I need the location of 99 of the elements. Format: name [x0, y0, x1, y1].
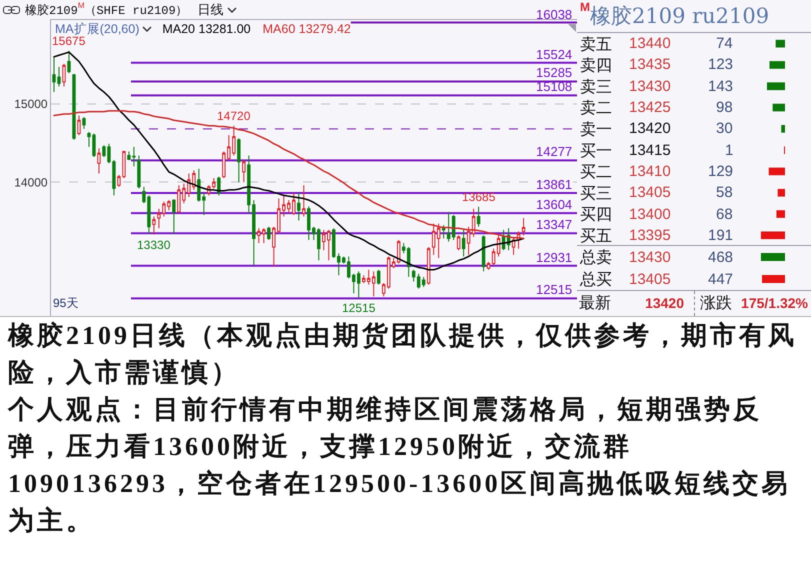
text: 13420: [629, 120, 671, 137]
annotation: MA扩展(20,60): [55, 20, 140, 36]
ref-line-label: 13347: [536, 217, 572, 232]
text: 13420: [645, 295, 684, 311]
y-tick-label: 卖三: [580, 76, 612, 96]
y-tick-label: 买一: [580, 140, 612, 160]
ref-line-label: 15524: [536, 47, 572, 62]
candlestick: [77, 115, 81, 136]
bar: [760, 232, 785, 240]
candlestick: [442, 224, 446, 239]
data-label: 74: [716, 35, 733, 52]
ref-line-label: 13861: [536, 177, 572, 192]
text: 13430: [629, 78, 671, 95]
bar: [772, 104, 785, 112]
annotation: 95天: [53, 296, 78, 310]
text: 13405: [629, 271, 671, 288]
text: 13400: [629, 206, 671, 223]
data-label: 447: [708, 271, 734, 288]
line-series: [53, 51, 524, 271]
candlestick: [137, 154, 141, 189]
chart-title: $^{M}$橡胶2109 ru2109: [577, 0, 811, 33]
candlestick: [426, 246, 430, 286]
text: 橡胶2109日线（本观点由期货团队提供，仅供参考，期市有风险，入市需谨慎）: [8, 320, 798, 389]
data-label: 129: [708, 163, 734, 180]
data-label: 468: [708, 249, 734, 266]
y-tick-label: 14000: [14, 175, 48, 190]
data-label: 191: [708, 227, 734, 244]
candlestick: [456, 234, 460, 251]
bar: [766, 82, 785, 90]
text: MA60 13279.42: [262, 22, 351, 36]
y-tick-label: 15000: [14, 96, 48, 111]
bar: [776, 40, 785, 48]
annotation: 15675: [52, 34, 86, 48]
text: 13425: [629, 99, 671, 116]
y-tick-label: 买五: [580, 226, 612, 245]
candlestick: [67, 50, 71, 74]
y-tick-label: 卖一: [580, 119, 612, 138]
annotation: 14720: [217, 109, 251, 123]
y-tick-label: 总买: [579, 270, 612, 289]
text: 13410: [629, 163, 671, 180]
y-tick-label: 买三: [580, 183, 612, 202]
text: 日线: [198, 2, 224, 19]
candlestick: [376, 269, 380, 286]
candlestick: [522, 218, 526, 236]
text: 最新: [579, 293, 611, 314]
chart-title: 橡胶2109$^{M}$（SHFE ru2109）: [25, 0, 188, 18]
candlestick: [152, 216, 156, 236]
text: 个人观点：目前行情有中期维持区间震荡格局，短期强势反弹，压力看13600附近，支撑12950附近，交流群1090136293，空仓者在129500-13600区间高抛低吸短线交易为主。: [8, 394, 792, 537]
candlestick: [482, 234, 486, 272]
text: 涨跌: [700, 293, 732, 314]
text: MA20 13281.00: [162, 22, 251, 36]
y-tick-label: 买四: [580, 204, 612, 224]
bar: [778, 188, 785, 197]
ref-line-label: 12515: [536, 282, 572, 297]
candlestick: [297, 192, 300, 221]
data-label: 1: [725, 142, 734, 159]
text: 13405: [629, 184, 671, 201]
ref-line-label: 14277: [536, 144, 572, 159]
text: 13435: [629, 56, 671, 73]
data-label: 123: [708, 56, 734, 73]
bar: [776, 210, 785, 218]
candlestick: [267, 226, 271, 241]
candlestick: [462, 229, 466, 257]
text: 13395: [629, 227, 671, 244]
annotation: 13685: [462, 190, 496, 204]
candlestick: [97, 148, 101, 174]
data-label: 98: [716, 99, 733, 116]
candlestick: [57, 66, 61, 88]
text: 175/1.32%: [741, 295, 808, 311]
y-tick-label: 总卖: [579, 248, 612, 267]
ref-line-label: 15285: [536, 65, 572, 80]
y-tick-label: 卖二: [580, 98, 612, 118]
ref-line-label: 13604: [536, 197, 572, 212]
ref-line-label: 12931: [536, 250, 572, 265]
y-tick-label: 卖四: [580, 56, 612, 75]
data-label: 58: [716, 184, 733, 201]
ref-line-label: 16038: [536, 7, 572, 22]
data-label: 143: [708, 78, 734, 95]
candlestick: [62, 63, 66, 88]
annotation: 13330: [137, 238, 171, 252]
candlestick: [172, 198, 176, 234]
annotation: 12515: [342, 301, 376, 315]
bar: [781, 125, 785, 133]
data-label: 68: [716, 206, 733, 223]
y-tick-label: 买二: [580, 162, 612, 182]
candlestick: [476, 206, 480, 228]
candlestick: [52, 56, 56, 93]
y-tick-label: 卖五: [580, 34, 612, 54]
candlestick: [237, 138, 241, 183]
bar: [769, 61, 785, 69]
text: 13415: [629, 142, 671, 159]
text: 13440: [629, 35, 671, 52]
bar: [768, 168, 785, 176]
candlestick: [82, 116, 86, 130]
candlestick: [217, 176, 221, 196]
text: 13430: [629, 249, 671, 266]
data-label: 30: [716, 120, 733, 137]
candlestick: [242, 160, 246, 183]
candlestick: [302, 184, 306, 218]
